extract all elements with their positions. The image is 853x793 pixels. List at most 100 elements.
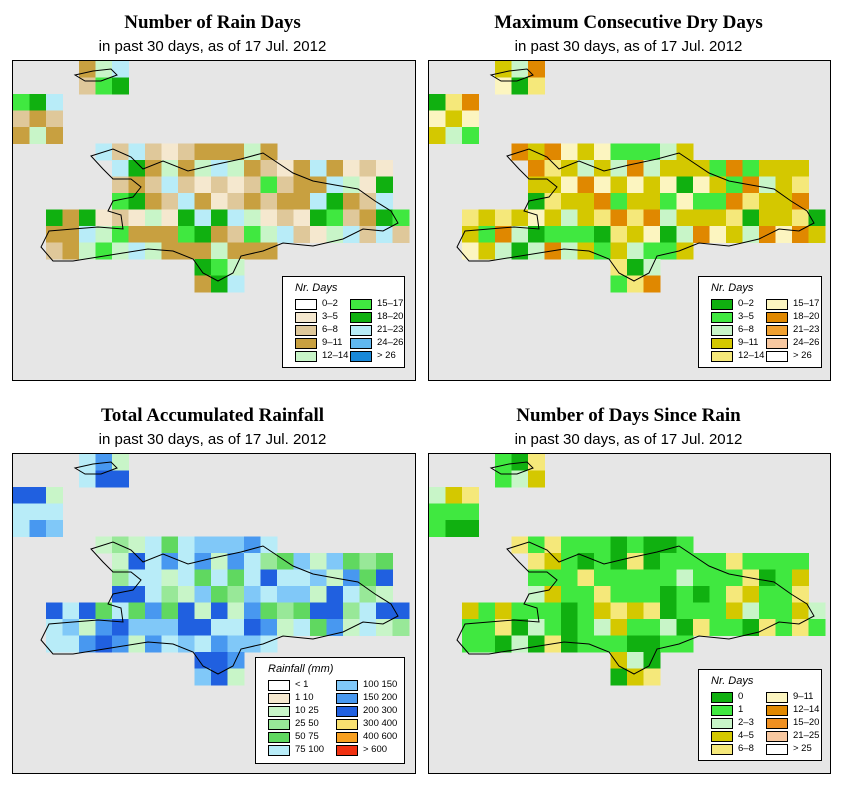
grid-cell bbox=[610, 160, 628, 177]
grid-cell bbox=[610, 209, 628, 227]
grid-cell bbox=[594, 209, 611, 227]
grid-cell bbox=[561, 242, 578, 260]
grid-cell bbox=[660, 242, 677, 260]
grid-cell bbox=[211, 602, 228, 620]
grid-cell bbox=[610, 602, 628, 620]
grid-cell bbox=[759, 586, 776, 603]
grid-cell bbox=[194, 602, 212, 620]
grid-cell bbox=[178, 143, 195, 161]
grid-cell bbox=[594, 619, 611, 636]
legend-label: > 26 bbox=[377, 350, 396, 361]
legend-label: 21–23 bbox=[793, 324, 820, 335]
grid-cell bbox=[244, 193, 261, 210]
grid-cell bbox=[112, 209, 129, 227]
grid-cell bbox=[112, 242, 129, 260]
grid-cell bbox=[343, 160, 360, 177]
panel-subtitle: in past 30 days, as of 17 Jul. 2012 bbox=[98, 431, 327, 448]
grid-cell bbox=[178, 209, 195, 227]
grid-cell bbox=[775, 176, 793, 194]
grid-cell bbox=[112, 586, 129, 603]
legend: Nr. Days 0–2 3–5 6–8 9–11 12–14 15–17 18–20 21–… bbox=[698, 276, 822, 368]
legend-label: 0 bbox=[738, 691, 744, 702]
grid-cell bbox=[29, 110, 47, 128]
legend-label: 150 200 bbox=[363, 692, 398, 703]
grid-cell bbox=[462, 619, 479, 636]
island-outline-small bbox=[73, 461, 118, 475]
grid-cell bbox=[808, 619, 826, 636]
grid-cell bbox=[693, 176, 710, 194]
grid-cell bbox=[62, 619, 80, 636]
grid-cell bbox=[46, 503, 63, 521]
grid-cell bbox=[359, 602, 377, 620]
grid-cell bbox=[561, 209, 578, 227]
grid-cell bbox=[211, 143, 228, 161]
grid-cell bbox=[594, 602, 611, 620]
grid-cell bbox=[112, 635, 129, 653]
grid-cell bbox=[211, 275, 228, 293]
grid-cell bbox=[194, 619, 212, 636]
grid-cell bbox=[293, 586, 311, 603]
grid-cell bbox=[709, 569, 727, 587]
legend-swatch bbox=[295, 351, 317, 362]
grid-cell bbox=[495, 470, 512, 488]
grid-cell bbox=[594, 226, 611, 243]
grid-cell bbox=[260, 160, 278, 177]
grid-cell bbox=[112, 470, 129, 488]
grid-cell bbox=[627, 536, 644, 554]
grid-cell bbox=[610, 619, 628, 636]
legend-swatch bbox=[336, 706, 358, 717]
grid-cell bbox=[429, 94, 446, 111]
grid-cell bbox=[79, 454, 96, 471]
grid-cell bbox=[293, 209, 311, 227]
panel-total-rainfall: Total Accumulated Rainfall in past 30 da… bbox=[0, 393, 425, 793]
grid-cell bbox=[178, 569, 195, 587]
grid-cell bbox=[594, 193, 611, 210]
grid-cell bbox=[46, 602, 63, 620]
grid-cell bbox=[145, 176, 162, 194]
grid-cell bbox=[577, 160, 595, 177]
grid-cell bbox=[643, 143, 661, 161]
grid-cell bbox=[726, 193, 743, 210]
grid-cell bbox=[79, 602, 96, 620]
grid-cell bbox=[343, 602, 360, 620]
grid-cell bbox=[478, 242, 496, 260]
legend-swatch bbox=[295, 312, 317, 323]
grid-cell bbox=[244, 143, 261, 161]
grid-cell bbox=[128, 586, 146, 603]
grid-cell bbox=[227, 553, 245, 570]
legend-swatch bbox=[766, 299, 788, 310]
grid-cell bbox=[194, 209, 212, 227]
grid-cell bbox=[561, 536, 578, 554]
grid-cell bbox=[343, 586, 360, 603]
grid-cell bbox=[227, 536, 245, 554]
grid-cell bbox=[643, 209, 661, 227]
grid-cell bbox=[211, 652, 228, 669]
grid-cell bbox=[359, 569, 377, 587]
panel-title: Number of Days Since Rain bbox=[516, 405, 741, 426]
grid-cell bbox=[277, 226, 294, 243]
grid-cell bbox=[528, 602, 545, 620]
grid-cell bbox=[95, 209, 113, 227]
grid-cell bbox=[561, 553, 578, 570]
grid-cell bbox=[528, 226, 545, 243]
grid-cell bbox=[544, 553, 562, 570]
grid-cell bbox=[594, 160, 611, 177]
grid-cell bbox=[792, 553, 809, 570]
grid-cell bbox=[676, 602, 694, 620]
legend-label: 24–26 bbox=[793, 337, 820, 348]
grid-cell bbox=[178, 193, 195, 210]
grid-cell bbox=[775, 602, 793, 620]
grid-cell bbox=[227, 209, 245, 227]
grid-cell bbox=[561, 586, 578, 603]
grid-cell bbox=[359, 619, 377, 636]
grid-cell bbox=[643, 176, 661, 194]
legend-label: 18–20 bbox=[377, 311, 404, 322]
grid-cell bbox=[643, 668, 661, 686]
legend-label: 3–5 bbox=[322, 311, 338, 322]
grid-cell bbox=[742, 619, 760, 636]
grid-cell bbox=[260, 209, 278, 227]
grid-cell bbox=[775, 569, 793, 587]
grid-cell bbox=[693, 226, 710, 243]
grid-cell bbox=[610, 652, 628, 669]
grid-cell bbox=[511, 209, 529, 227]
